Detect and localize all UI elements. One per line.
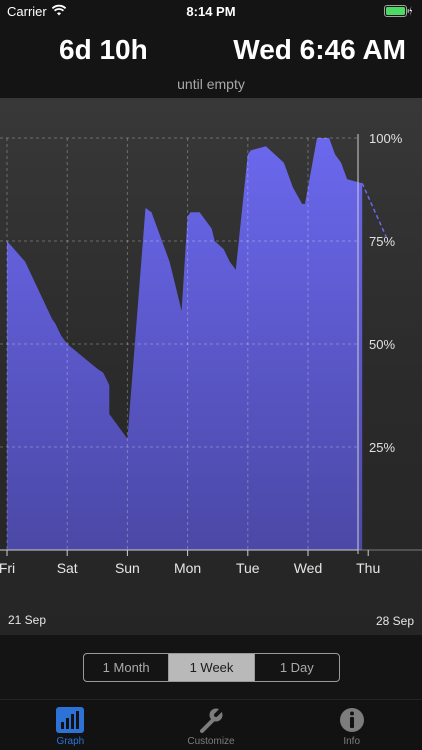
- end-date-label: 28 Sep: [376, 614, 414, 628]
- range-1-week[interactable]: 1 Week: [169, 654, 255, 681]
- x-tick-label: Wed: [294, 560, 323, 576]
- status-time: 8:14 PM: [186, 4, 236, 19]
- header: 6d 10h Wed 6:46 AM until empty: [0, 22, 422, 98]
- battery-charging-icon: [384, 5, 412, 17]
- battery-chart[interactable]: 25% 50% 75% 100% Fri Sat Sun Mon Tue Wed Thu 21 Sep…: [0, 98, 422, 635]
- tab-info-label: Info: [343, 736, 361, 747]
- battery-chart-svg: 25% 50% 75% 100% Fri Sat Sun Mon Tue Wed Thu 21 Sep…: [0, 131, 422, 628]
- tab-bar: Graph Customize Info: [0, 699, 422, 750]
- bar-chart-icon: [56, 707, 85, 733]
- tab-graph[interactable]: Graph: [0, 700, 141, 750]
- battery-level-area: [7, 138, 363, 550]
- y-tick-label: 50%: [369, 337, 395, 352]
- y-tick-label: 100%: [369, 131, 403, 146]
- time-remaining: 6d 10h: [59, 34, 148, 65]
- x-tick-label: Fri: [0, 560, 15, 576]
- tab-info[interactable]: Info: [281, 700, 422, 750]
- carrier-label: Carrier: [7, 4, 47, 19]
- range-1-month[interactable]: 1 Month: [84, 654, 170, 681]
- y-tick-label: 75%: [369, 234, 395, 249]
- wrench-icon: [200, 706, 225, 733]
- x-tick-label: Tue: [236, 560, 260, 576]
- start-date-label: 21 Sep: [8, 613, 46, 627]
- header-subtitle: until empty: [177, 76, 245, 92]
- tab-customize-label: Customize: [187, 736, 235, 747]
- info-icon: [339, 708, 364, 732]
- range-1-day[interactable]: 1 Day: [279, 660, 314, 675]
- x-tick-label: Mon: [174, 560, 201, 576]
- tab-graph-label: Graph: [56, 736, 85, 747]
- y-tick-label: 25%: [369, 440, 395, 455]
- range-selector: 1 Month 1 Week 1 Day: [83, 653, 340, 682]
- wifi-icon: [52, 4, 66, 16]
- tab-customize[interactable]: Customize: [141, 700, 282, 750]
- status-bar: Carrier 8:14 PM: [0, 0, 422, 22]
- x-tick-label: Sun: [115, 560, 140, 576]
- x-tick-label: Thu: [356, 560, 380, 576]
- empty-datetime: Wed 6:46 AM: [233, 34, 406, 65]
- x-tick-label: Sat: [57, 560, 78, 576]
- projection-line: [361, 183, 387, 238]
